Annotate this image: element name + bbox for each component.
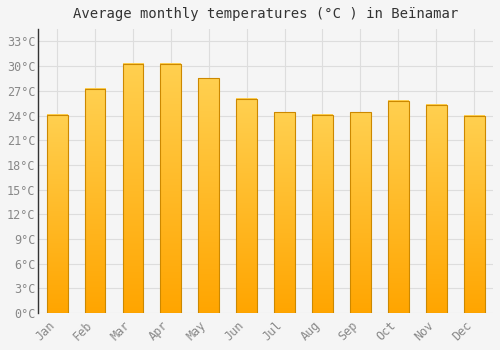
Bar: [84, 89, 105, 313]
Bar: [122, 64, 144, 313]
Bar: [47, 115, 68, 313]
Bar: [426, 105, 446, 313]
Bar: [236, 99, 257, 313]
Bar: [464, 116, 484, 313]
Title: Average monthly temperatures (°C ) in Beïnamar: Average monthly temperatures (°C ) in Be…: [73, 7, 458, 21]
Bar: [388, 101, 408, 313]
Bar: [198, 78, 219, 313]
Bar: [160, 64, 182, 313]
Bar: [312, 115, 333, 313]
Bar: [274, 112, 295, 313]
Bar: [350, 112, 371, 313]
